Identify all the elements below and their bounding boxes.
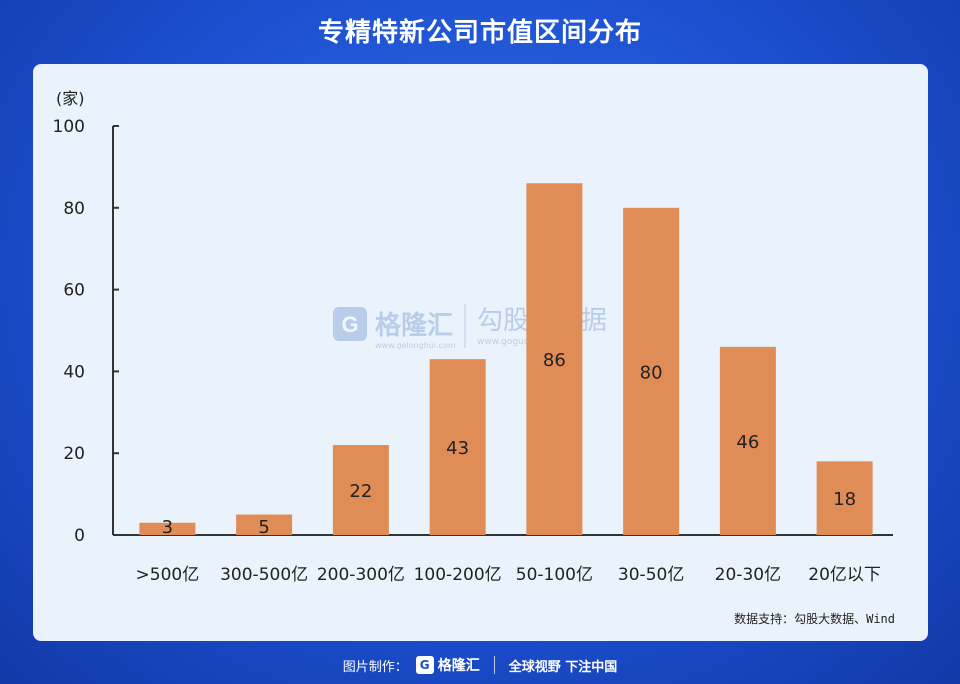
x-tick-label: 100-200亿 (414, 565, 502, 585)
bar-value-label: 22 (349, 481, 372, 502)
footer-logo-text: 格隆汇 (437, 658, 480, 674)
bar (332, 445, 389, 535)
bar (429, 359, 486, 535)
watermark-logo-glyph: G (341, 312, 358, 337)
footer-prefix: 图片制作： (342, 659, 408, 675)
x-tick-label: 50-100亿 (516, 565, 593, 585)
bar (236, 514, 293, 535)
bar (139, 522, 196, 535)
footer-logo: G 格隆汇 (415, 655, 480, 675)
y-axis-label: (家) (56, 89, 85, 108)
data-labels: 3 >500亿 5 300-500亿 22 200-300亿 43 100-200亿 86 50-… (136, 350, 881, 585)
y-tick-label: 20 (63, 444, 85, 464)
x-tick-label: 30-50亿 (618, 565, 684, 585)
x-tick-label: >500亿 (136, 565, 200, 585)
watermark-data-url: www.gogudata.com (477, 337, 566, 347)
x-tick-label: 200-300亿 (317, 565, 405, 585)
y-tick-label: 80 (63, 199, 85, 219)
y-tick-label: 0 (74, 526, 85, 546)
bar (623, 207, 680, 536)
footer-logo-icon: G (415, 656, 434, 674)
bars (139, 183, 873, 536)
bar-value-label: 43 (446, 438, 469, 459)
bar-value-label: 3 (162, 517, 173, 538)
x-tick-label: 20亿以下 (808, 565, 881, 585)
bar-chart: G 格隆汇 www.gelonghui.com 勾股大数据 www.goguda… (53, 89, 893, 585)
bar (526, 183, 583, 535)
x-tick-label: 300-500亿 (220, 565, 308, 585)
footer: 图片制作： G 格隆汇 全球视野 下注中国 (0, 652, 960, 678)
bar (816, 461, 873, 535)
bar-value-label: 5 (258, 517, 269, 538)
watermark-brand-url: www.gelonghui.com (375, 341, 456, 350)
bar-value-label: 46 (736, 432, 759, 453)
chart-panel: G 格隆汇 www.gelonghui.com 勾股大数据 www.goguda… (33, 64, 928, 641)
source-note: 数据支持：勾股大数据、Wind (734, 612, 895, 626)
chart-title: 专精特新公司市值区间分布 (317, 18, 642, 48)
bar (719, 346, 776, 535)
x-tick-label: 20-30亿 (715, 565, 781, 585)
y-tick-label: 60 (63, 281, 85, 301)
bar-value-label: 86 (543, 350, 566, 371)
watermark-logo-icon (333, 307, 367, 341)
watermark-brand: 格隆汇 (375, 310, 453, 341)
bar-value-label: 18 (833, 489, 856, 510)
y-tick-label: 100 (53, 117, 85, 137)
bar-value-label: 80 (640, 362, 663, 383)
footer-slogan: 全球视野 下注中国 (508, 659, 618, 675)
footer-divider (493, 656, 495, 674)
y-tick-label: 40 (63, 362, 85, 382)
